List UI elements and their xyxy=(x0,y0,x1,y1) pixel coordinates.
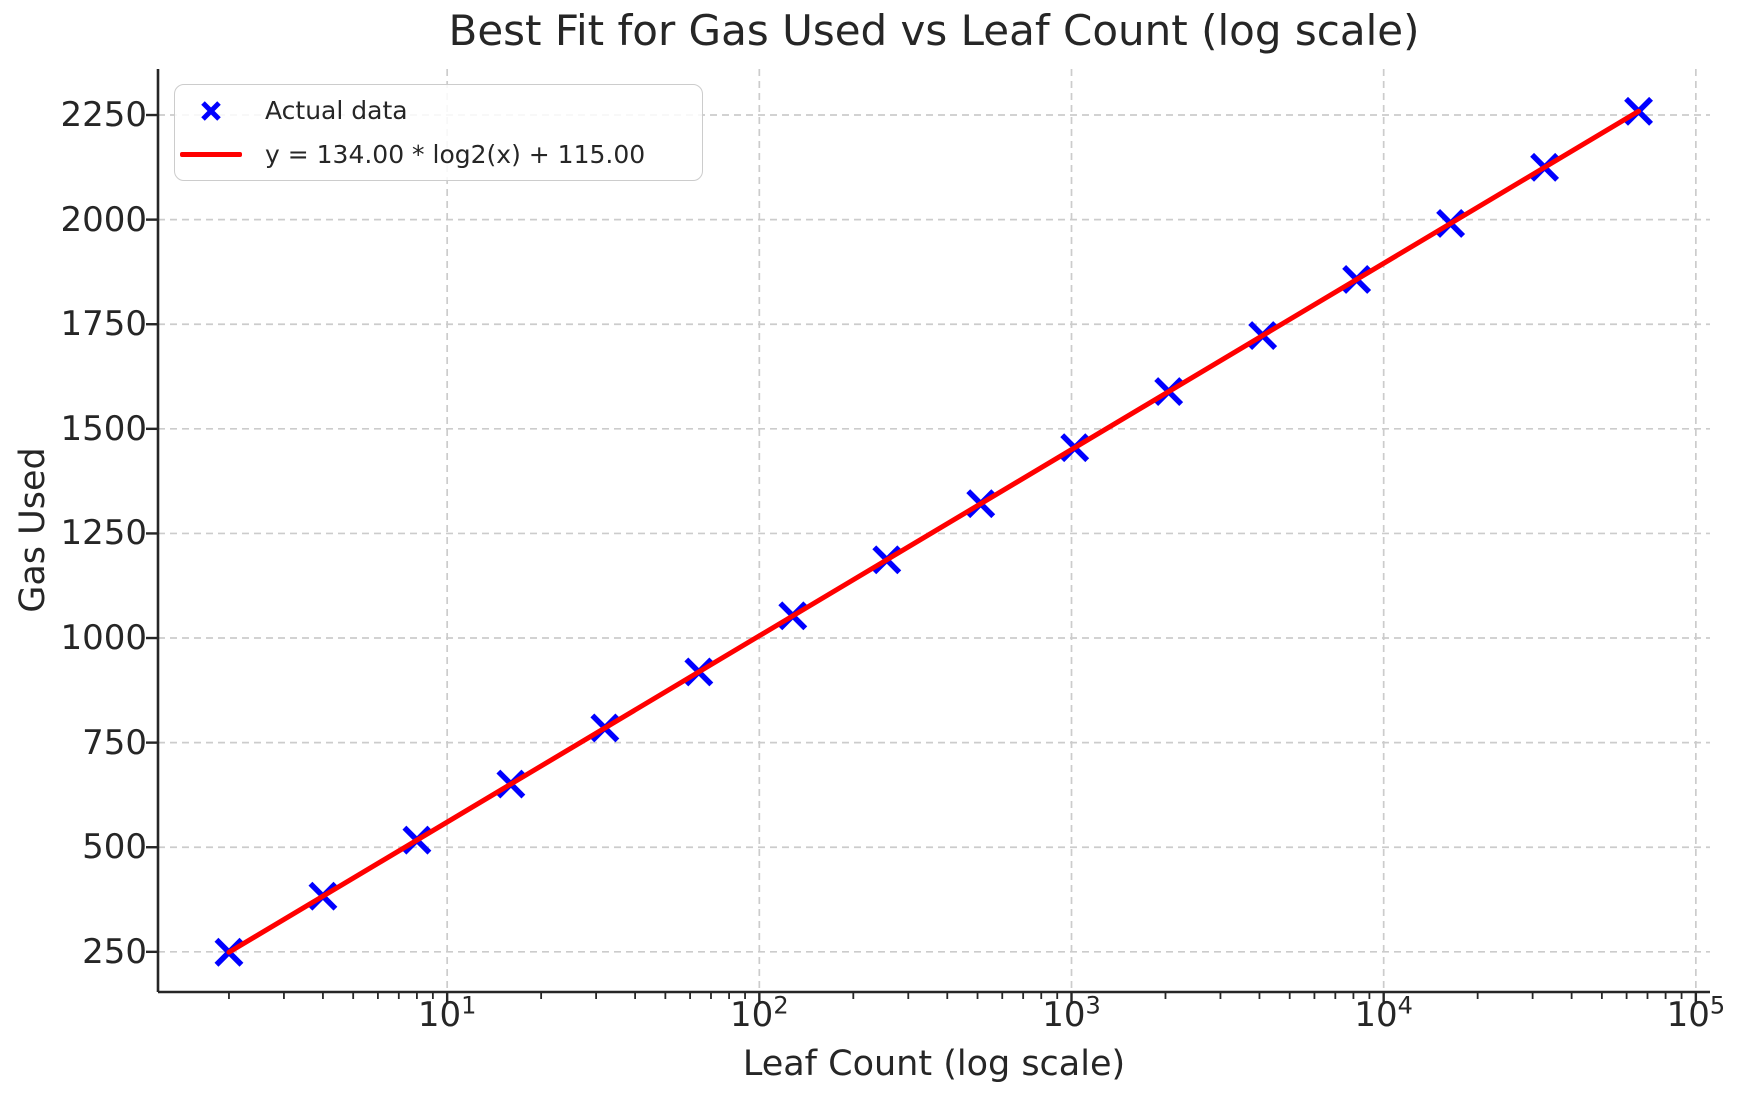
x-marker-icon xyxy=(175,100,247,122)
y-tick-label: 250 xyxy=(82,931,147,972)
y-tick-label: 1250 xyxy=(60,513,147,554)
legend-item-actual-data: Actual data xyxy=(175,89,702,133)
x-tick-label: 101 xyxy=(417,991,477,1035)
fit-line-icon xyxy=(175,152,247,157)
x-tick-label: 104 xyxy=(1354,991,1413,1035)
legend-label-fit-equation: y = 134.00 * log2(x) + 115.00 xyxy=(265,140,646,169)
legend: Actual data y = 134.00 * log2(x) + 115.0… xyxy=(174,84,703,181)
y-tick-label: 1500 xyxy=(60,408,147,449)
y-tick-label: 1750 xyxy=(60,304,147,345)
y-tick-label: 750 xyxy=(82,722,147,763)
x-axis-label: Leaf Count (log scale) xyxy=(742,1044,1126,1084)
legend-label-actual-data: Actual data xyxy=(265,96,408,125)
fit-line xyxy=(226,108,1642,955)
y-tick-label: 2250 xyxy=(60,95,147,136)
x-tick-label: 102 xyxy=(730,991,789,1035)
y-tick-label: 500 xyxy=(82,827,147,868)
x-tick-label: 105 xyxy=(1666,991,1726,1035)
x-tick-label: 103 xyxy=(1042,991,1101,1035)
y-tick-label: 2000 xyxy=(60,199,147,240)
y-tick-label: 1000 xyxy=(60,618,147,659)
legend-item-fit-line: y = 134.00 * log2(x) + 115.00 xyxy=(175,133,702,177)
y-axis-label: Gas Used xyxy=(13,447,53,613)
chart-title: Best Fit for Gas Used vs Leaf Count (log… xyxy=(448,6,1420,55)
